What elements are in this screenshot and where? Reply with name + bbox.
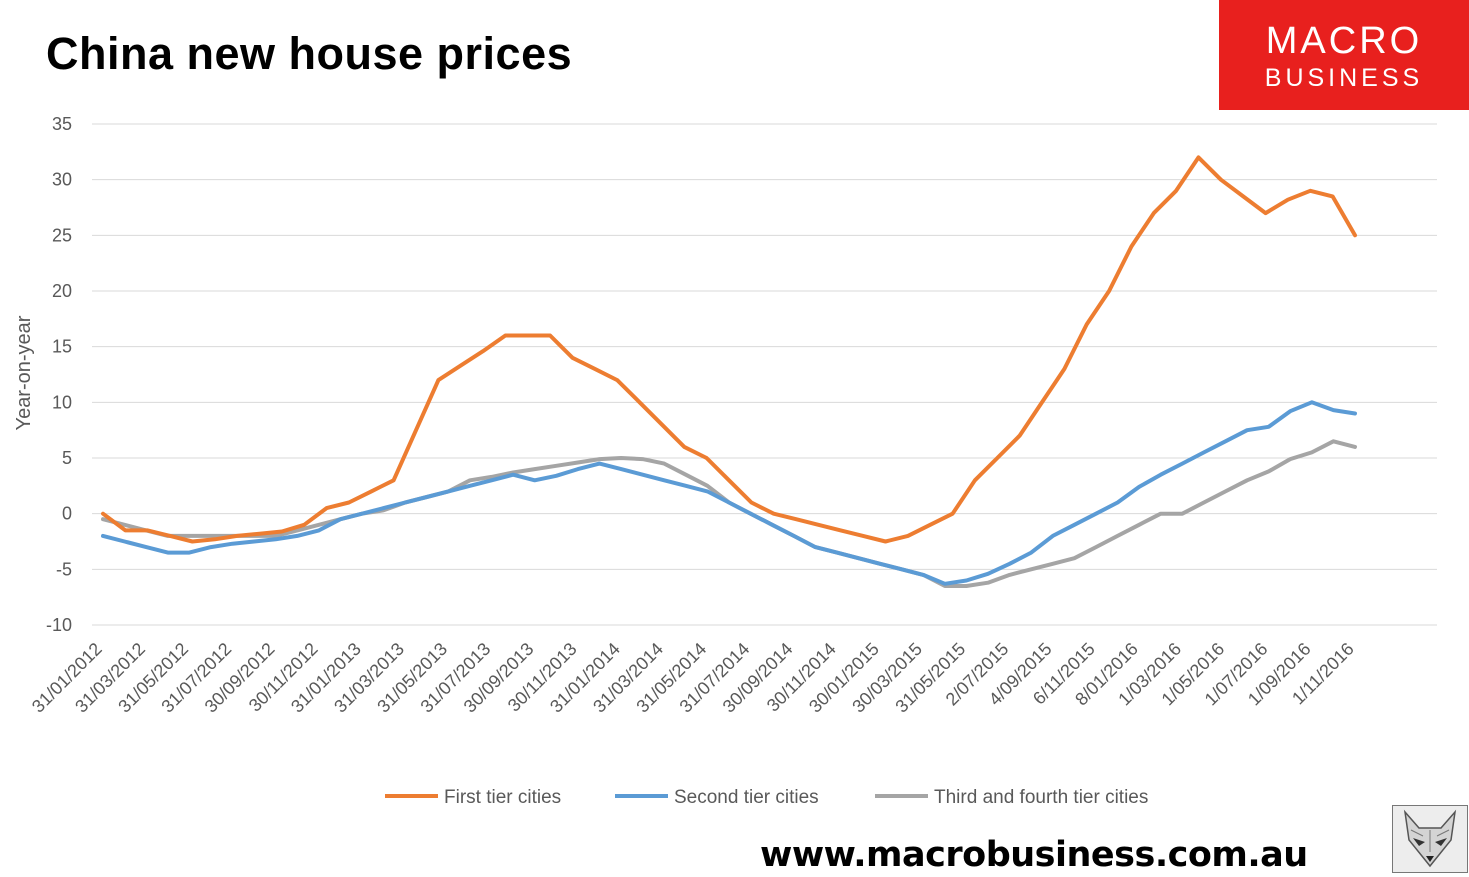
y-tick-label: -5	[56, 559, 72, 579]
macrobusiness-logo: MACRO BUSINESS	[1219, 0, 1469, 110]
y-tick-label: 30	[52, 170, 72, 190]
logo-line-1: MACRO	[1265, 20, 1423, 62]
y-tick-label: 5	[62, 448, 72, 468]
series-lines	[101, 155, 1357, 588]
fox-logo-icon	[1392, 805, 1468, 873]
gridlines	[92, 123, 1437, 626]
legend-label-second-tier-cities: Second tier cities	[674, 787, 819, 808]
y-tick-label: -10	[46, 615, 72, 635]
y-tick-label: 0	[62, 504, 72, 524]
y-axis-ticks: 35 30 25 20 15 10 5 0 -5 -10	[46, 114, 72, 635]
chart-title: China new house prices	[46, 28, 573, 79]
y-tick-label: 15	[52, 337, 72, 357]
y-axis-label: Year-on-year	[13, 315, 35, 430]
series-line-second-tier-cities	[101, 400, 1357, 586]
x-axis-ticks: 31/01/201231/03/201231/05/201231/07/2012…	[28, 639, 1358, 717]
series-line-first-tier-cities	[101, 155, 1357, 544]
legend-label-first-tier-cities: First tier cities	[444, 787, 561, 808]
y-tick-label: 20	[52, 281, 72, 301]
website-url[interactable]: www.macrobusiness.com.au	[760, 835, 1308, 875]
y-tick-label: 35	[52, 114, 72, 134]
legend: First tier cities Second tier cities Third…	[385, 787, 1148, 808]
logo-line-2: BUSINESS	[1264, 64, 1424, 92]
legend-label-third-and-fourth-tier-cities: Third and fourth tier cities	[934, 787, 1148, 808]
y-tick-label: 25	[52, 225, 72, 245]
y-tick-label: 10	[52, 392, 72, 412]
